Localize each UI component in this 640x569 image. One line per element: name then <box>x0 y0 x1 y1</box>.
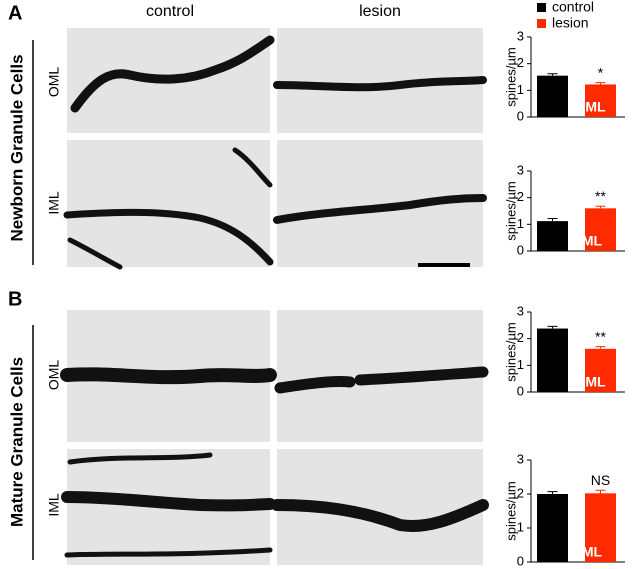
legend-swatch <box>537 19 546 28</box>
dendrite <box>63 208 274 266</box>
error-bar <box>595 346 606 349</box>
y-axis-label: spines/µm <box>503 322 518 382</box>
row-label: OML <box>46 360 62 391</box>
dendrite <box>274 366 489 394</box>
group-label: Newborn Granule Cells <box>7 54 26 241</box>
error-bar <box>595 205 606 209</box>
bar <box>585 493 616 562</box>
y-tick-label: 1 <box>517 216 524 231</box>
y-tick-label: 2 <box>517 189 524 204</box>
error-bar <box>547 491 558 494</box>
group-label: Mature Granule Cells <box>7 357 26 527</box>
bar <box>537 328 568 392</box>
row-label: OML <box>46 67 62 98</box>
y-axis-label: spines/µm <box>503 481 518 541</box>
error-bar <box>595 489 606 494</box>
bar <box>585 348 616 392</box>
bar <box>585 208 616 251</box>
bar-label: OML <box>574 374 606 390</box>
micrographs <box>60 28 489 565</box>
legend-swatch <box>537 3 546 12</box>
row-label: IML <box>46 493 62 517</box>
bar-label: IML <box>578 544 603 560</box>
significance: * <box>598 64 604 80</box>
dendrite <box>273 76 487 92</box>
bar-label: IML <box>578 233 603 249</box>
error-bar <box>595 82 606 85</box>
dendrite <box>271 499 489 532</box>
y-tick-label: 0 <box>517 553 524 568</box>
dendrite <box>273 194 487 224</box>
bar <box>537 75 568 117</box>
y-tick-label: 3 <box>517 28 524 43</box>
column-header: lesion <box>359 3 401 20</box>
y-tick-label: 1 <box>517 82 524 97</box>
y-tick-label: 0 <box>517 383 524 398</box>
y-tick-label: 1 <box>517 357 524 372</box>
dendrite <box>67 237 123 270</box>
error-bar <box>547 73 558 76</box>
bar <box>537 221 568 251</box>
significance: NS <box>591 472 610 488</box>
y-tick-label: 0 <box>517 108 524 123</box>
bar-label: OML <box>574 99 606 115</box>
legend-label: control <box>552 0 594 15</box>
dendrite <box>64 452 273 558</box>
error-bar <box>547 217 558 222</box>
significance: ** <box>595 188 606 204</box>
y-tick-label: 3 <box>517 303 524 318</box>
y-tick-label: 2 <box>517 55 524 70</box>
y-tick-label: 0 <box>517 242 524 257</box>
y-tick-label: 2 <box>517 485 524 500</box>
dendrite <box>61 491 276 512</box>
y-tick-label: 3 <box>517 451 524 466</box>
panel-letter: B <box>8 288 22 310</box>
legend-label: lesion <box>552 15 589 31</box>
bar <box>537 494 568 562</box>
panel-letter: A <box>8 2 22 24</box>
y-tick-label: 1 <box>517 519 524 534</box>
y-tick-label: 2 <box>517 330 524 345</box>
micrograph <box>67 140 270 267</box>
row-label: IML <box>46 191 62 215</box>
bar <box>585 84 616 117</box>
dendrite <box>60 367 277 385</box>
y-axis-label: spines/µm <box>503 47 518 107</box>
column-header: control <box>146 3 194 20</box>
significance: ** <box>595 328 606 344</box>
y-axis-label: spines/µm <box>503 181 518 241</box>
dendrite <box>70 35 275 113</box>
dendrite <box>232 147 273 188</box>
y-tick-label: 3 <box>517 162 524 177</box>
error-bar <box>547 325 558 329</box>
